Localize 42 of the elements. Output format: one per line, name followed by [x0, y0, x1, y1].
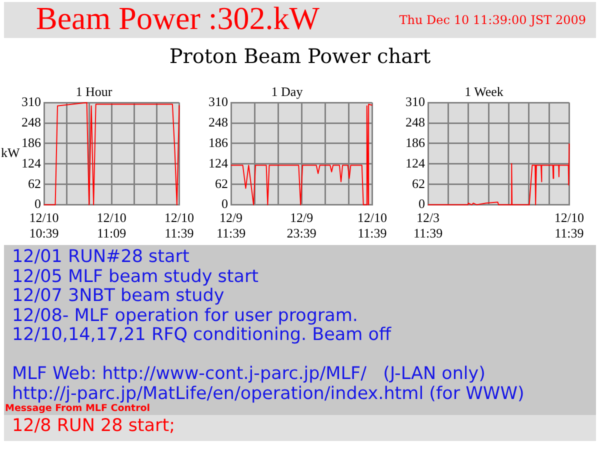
x-tick-label: 12/9 11:39: [216, 210, 246, 241]
chart-title: 1 Day: [271, 84, 304, 100]
y-tick-label: 310: [406, 94, 425, 110]
x-tick-label: 12/10 11:09: [96, 210, 126, 241]
y-tick-label: 248: [22, 114, 41, 130]
y-tick-label: 0: [222, 196, 228, 212]
x-tick-label: 12/10 11:39: [357, 210, 388, 241]
chart-title: 1 Week: [464, 84, 504, 100]
text: 12/05 MLF beam study start: [12, 266, 260, 287]
y-tick-label: 124: [22, 155, 42, 170]
y-tick-label: 248: [208, 114, 228, 130]
y-tick-label: 62: [28, 176, 41, 191]
text: Thu Dec 10 11:39:00 JST 2009: [399, 13, 586, 27]
text: Message From MLF Control: [4, 403, 596, 415]
y-tick-label: 0: [34, 196, 41, 212]
y-tick-label: 124: [406, 155, 426, 170]
y-tick-label: 62: [215, 176, 228, 191]
y-tick-label: 248: [406, 114, 425, 130]
y-tick-label: 124: [208, 155, 228, 170]
y-tick-label: 310: [22, 94, 41, 110]
text: 12/8 RUN 28 start;: [4, 415, 596, 441]
y-tick-label: 310: [208, 94, 228, 110]
y-tick-label: 186: [406, 134, 426, 150]
x-tick-label: 12/9 23:39: [286, 210, 316, 241]
x-tick-label: 12/10 11:39: [164, 210, 194, 241]
text: 12/07 3NBT beam study: [12, 286, 226, 306]
text: Proton Beam Power chart: [168, 44, 432, 68]
text: Beam Power :302.kW: [36, 0, 320, 37]
x-tick-label: 12/10 11:39: [554, 210, 584, 241]
x-tick-label: 12/3 11:39: [413, 210, 443, 241]
y-tick-label: 0: [418, 196, 425, 212]
y-tick-label: 186: [22, 134, 42, 150]
text: 12/01 RUN#28 start: [12, 247, 190, 268]
text: 12/10,14,17,21 RFQ conditioning. Beam off: [12, 325, 392, 346]
x-tick-label: 12/10 10:39: [29, 210, 59, 241]
text: MLF Web: http://www-cont.j-parc.jp/MLF/ (J-LAN only): [12, 364, 486, 384]
text: 12/08- MLF operation for user program.: [12, 306, 359, 326]
text: http://j-parc.jp/MatLife/en/operation/index.html (for WWW): [12, 384, 526, 404]
y-tick-label: 62: [412, 176, 425, 191]
y-tick-label: 186: [208, 134, 228, 150]
y-axis-title: kW: [1, 145, 20, 160]
chart-title: 1 Hour: [76, 84, 113, 100]
